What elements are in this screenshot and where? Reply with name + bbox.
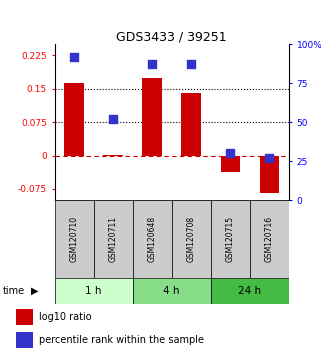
Text: percentile rank within the sample: percentile rank within the sample (39, 335, 204, 346)
Text: GSM120710: GSM120710 (70, 216, 79, 262)
Bar (211, 278, 289, 304)
Bar (64, 83, 84, 155)
Text: log10 ratio: log10 ratio (39, 312, 92, 322)
Bar (133, 200, 172, 278)
Title: GDS3433 / 39251: GDS3433 / 39251 (117, 30, 227, 43)
Bar (221, 155, 240, 172)
Bar (172, 200, 211, 278)
Text: GSM120715: GSM120715 (226, 216, 235, 262)
Bar (181, 93, 201, 155)
Bar (260, 155, 279, 193)
Bar (16, 332, 33, 348)
Point (228, 150, 233, 156)
Text: 1 h: 1 h (85, 286, 102, 296)
Text: GSM120711: GSM120711 (108, 216, 118, 262)
Point (189, 62, 194, 67)
Text: time: time (3, 286, 25, 296)
Text: GSM120708: GSM120708 (187, 216, 196, 262)
Bar (16, 309, 33, 325)
Bar (250, 200, 289, 278)
Bar (55, 200, 94, 278)
Bar (94, 200, 133, 278)
Bar (211, 200, 250, 278)
Point (72, 54, 77, 59)
Text: 4 h: 4 h (163, 286, 180, 296)
Bar (133, 278, 211, 304)
Point (110, 116, 116, 122)
Point (150, 62, 155, 67)
Point (267, 155, 272, 161)
Text: GSM120648: GSM120648 (148, 216, 157, 262)
Text: ▶: ▶ (30, 286, 38, 296)
Text: GSM120716: GSM120716 (265, 216, 274, 262)
Text: 24 h: 24 h (238, 286, 261, 296)
Bar (143, 78, 162, 155)
Bar (55, 278, 133, 304)
